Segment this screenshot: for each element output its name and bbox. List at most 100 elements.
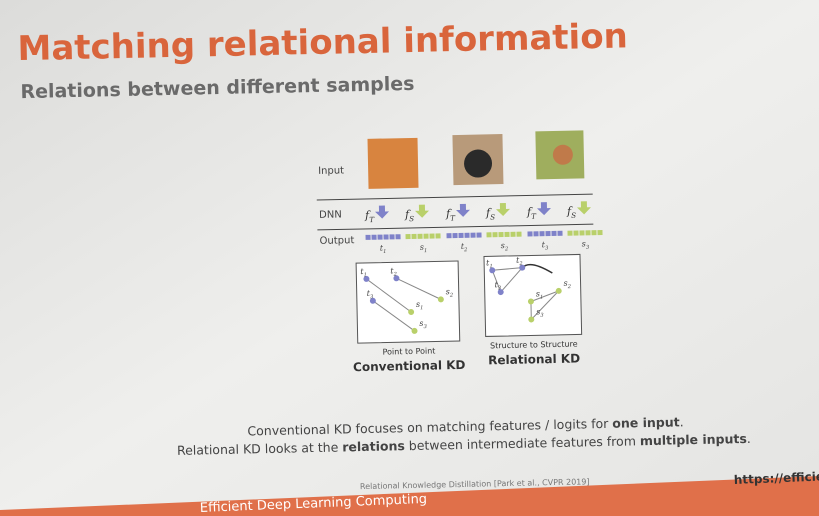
feature-cell: [504, 231, 510, 238]
label-sub: T: [450, 213, 456, 222]
point: [393, 275, 400, 282]
label-base: t: [390, 266, 394, 275]
label: s2: [446, 287, 454, 299]
feature-cell: [551, 230, 557, 237]
relation-line: [491, 270, 502, 293]
point: [363, 275, 370, 282]
label: s1: [416, 300, 424, 312]
label-sub: 3: [370, 294, 374, 300]
label-sub: 3: [498, 285, 502, 291]
label: t2: [461, 242, 468, 254]
feature-cell: [365, 234, 371, 240]
label: fS: [485, 206, 495, 222]
image-detail: [552, 144, 573, 165]
label: t3: [542, 240, 549, 252]
label-sub: S: [409, 214, 414, 223]
label-base: f: [445, 207, 452, 220]
text-part: .: [679, 414, 683, 429]
feature-cell: [579, 230, 585, 236]
panel-method: Structure to Structure: [490, 340, 578, 351]
label-base: t: [486, 258, 490, 267]
label-base: t: [360, 267, 364, 276]
feature-cell: [470, 232, 476, 238]
label-sub: 2: [567, 284, 571, 290]
label-sub: S: [490, 213, 495, 222]
feature-cell: [458, 232, 464, 238]
relation-line: [396, 277, 442, 300]
feature-cell: [405, 233, 411, 240]
label-base: t: [461, 242, 465, 251]
label-sub: T: [369, 215, 375, 224]
label-base: s: [501, 241, 505, 250]
feature-cell: [423, 233, 429, 239]
relation-line: [366, 278, 412, 313]
label: s1: [536, 289, 544, 301]
label-base: t: [380, 244, 384, 253]
point: [497, 289, 504, 296]
feature-cell: [567, 230, 573, 236]
label-sub: 2: [393, 272, 397, 278]
row-label: Input: [318, 165, 344, 177]
label: t2: [390, 266, 397, 278]
feature-cell: [429, 233, 435, 239]
label-sub: 1: [383, 249, 386, 255]
feature-cell: [389, 234, 395, 240]
label-sub: 3: [423, 324, 427, 330]
label: s3: [419, 319, 427, 331]
slide: Matching relational information Relation…: [17, 16, 751, 491]
label-base: s: [536, 289, 540, 298]
point: [408, 308, 415, 315]
image-detail: [464, 149, 493, 178]
label-base: f: [485, 206, 492, 219]
label-sub: 2: [504, 246, 508, 252]
text-part: between intermediate features from: [405, 433, 640, 453]
feature-cell: [585, 230, 591, 236]
point: [437, 296, 444, 303]
label: s1: [420, 243, 428, 255]
label-sub: 2: [463, 247, 467, 253]
relation-line: [372, 300, 415, 332]
label-sub: 2: [518, 261, 522, 267]
label-base: f: [404, 208, 411, 221]
panel: [483, 253, 583, 337]
label-base: s: [420, 243, 424, 252]
arrow: [495, 202, 510, 217]
feature-cell: [377, 234, 383, 240]
label: t3: [494, 280, 501, 292]
point: [527, 298, 534, 305]
label-base: t: [516, 256, 520, 265]
label-base: s: [446, 287, 450, 296]
label: t3: [367, 289, 374, 301]
label: fT: [526, 205, 537, 221]
point: [555, 287, 562, 294]
feature-cell: [527, 231, 533, 237]
feature-cell: [533, 231, 539, 237]
feature-cell: [539, 231, 545, 237]
label-base: f: [364, 209, 371, 222]
feature-cell: [557, 230, 563, 236]
label-base: s: [582, 239, 586, 248]
feature-cell: [498, 232, 504, 238]
feature-cell: [446, 233, 452, 239]
relation-line: [492, 267, 523, 271]
label-sub: 3: [545, 245, 549, 251]
feature-cell: [435, 233, 441, 239]
feature-cell: [383, 234, 389, 240]
panel-name: Conventional KD: [353, 358, 466, 374]
label-sub: S: [571, 211, 576, 220]
row-label: Output: [320, 235, 355, 247]
label-base: t: [494, 280, 498, 289]
point: [528, 316, 535, 323]
label-sub: 1: [489, 264, 492, 270]
label-sub: 1: [364, 272, 367, 278]
label-base: t: [542, 240, 546, 249]
feature-cell: [591, 230, 597, 236]
feature-cell: [411, 233, 417, 239]
label: t1: [360, 267, 367, 279]
relation-line: [530, 290, 560, 320]
feature-cell: [510, 231, 516, 237]
label: fT: [364, 209, 375, 225]
label-sub: 2: [449, 293, 453, 299]
footer-bar: [0, 476, 819, 516]
